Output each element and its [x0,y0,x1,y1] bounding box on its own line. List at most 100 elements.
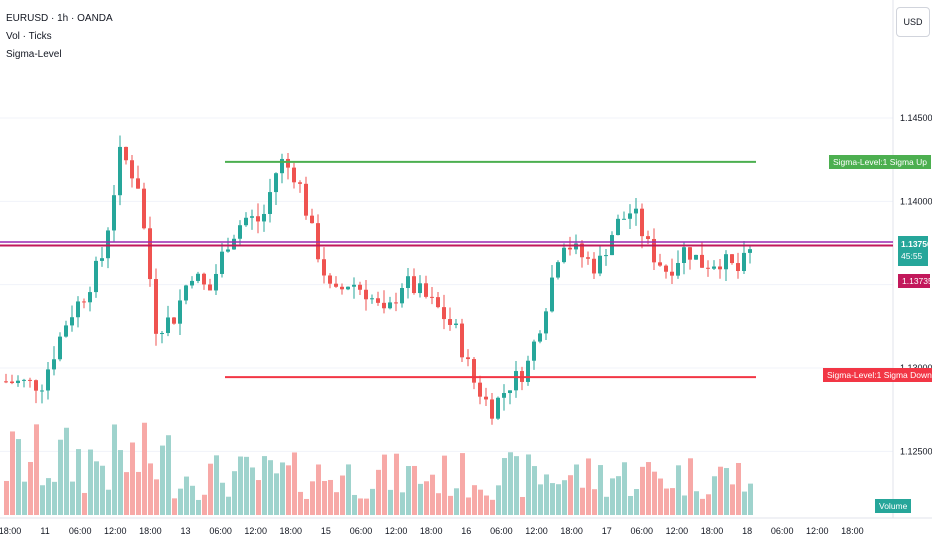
volume-bar [304,498,309,515]
candle-body [280,158,284,174]
volume-bar [238,456,243,515]
candle-body [124,146,128,161]
volume-bar [622,462,627,515]
candle-body [388,302,392,309]
candle-body [244,217,248,226]
volume-indicator-label[interactable]: Vol · Ticks [6,31,52,42]
candle-body [430,296,434,298]
volume-bar [370,488,375,515]
candle-body [496,397,500,419]
volume-bar [580,487,585,515]
volume-bar [154,479,159,515]
volume-bar [682,495,687,515]
candle-body [322,259,326,276]
volume-bar [88,449,93,515]
volume-bar [310,481,315,515]
symbol-title[interactable]: EURUSD · 1h · OANDA [6,13,113,24]
volume-bar [316,464,321,515]
currency-button[interactable]: USD [896,7,930,37]
candle-body [358,284,362,290]
candle-body [334,283,338,287]
candle-body [580,243,584,258]
candle-body [508,390,512,394]
volume-bar [70,481,75,515]
time-tick-label: 17 [602,526,612,536]
volume-bar [298,491,303,515]
candle-body [628,213,632,219]
candle-body [562,247,566,263]
time-tick-label: 18:00 [420,526,443,536]
volume-bar [352,494,357,515]
volume-bar [592,489,597,515]
volume-bar [220,482,225,515]
volume-bar [502,458,507,515]
volume-bar [280,462,285,515]
volume-bar [136,471,141,515]
secondary-price-badge: 1.13735 [898,274,932,288]
candle-body [58,336,62,360]
candle-body [64,325,68,337]
volume-bar [724,468,729,515]
volume-bar [676,465,681,515]
volume-bar [562,480,567,515]
time-tick-label: 16 [461,526,471,536]
candle-body [154,279,158,334]
time-tick-label: 12:00 [666,526,689,536]
volume-bar [424,481,429,515]
candle-body [454,323,458,325]
candle-body [730,254,734,264]
candle-body [370,298,374,300]
volume-bar [148,463,153,515]
candle-body [694,254,698,260]
volume-bar [262,456,267,515]
volume-bar [106,489,111,515]
volume-bar [670,488,675,515]
volume-bar [250,467,255,515]
candle-body [634,208,638,214]
time-tick-label: 13 [180,526,190,536]
volume-bar [718,466,723,515]
volume-bar [466,497,471,515]
candle-body [250,216,254,218]
candle-body [298,182,302,184]
volume-bar [640,466,645,515]
volume-bar [328,479,333,515]
candle-body [232,238,236,250]
volume-bar [28,461,33,515]
candle-body [178,300,182,324]
candle-body [142,188,146,229]
candle-body [502,393,506,398]
candle-body [214,273,218,291]
price-tick-label: 1.14000 [900,196,932,206]
time-tick-label: 15 [321,526,331,536]
volume-bar [100,465,105,515]
candle-body [688,247,692,260]
sigma-indicator-label[interactable]: Sigma-Level [6,49,62,60]
candle-body [208,284,212,291]
candle-body [748,249,752,253]
candle-body [544,311,548,334]
volume-bar [178,488,183,515]
candle-body [700,254,704,268]
candle-body [76,301,80,318]
volume-bar [742,491,747,515]
volume-bar [658,478,663,515]
candle-body [238,225,242,239]
current-price-badge: 1.13756 45:55 [898,236,932,266]
candle-body [592,258,596,274]
volume-bar [244,456,249,515]
candle-body [190,280,194,286]
candle-body [52,359,56,370]
candle-body [106,230,110,259]
candle-body [82,301,86,303]
volume-bar [688,458,693,515]
candle-body [70,317,74,326]
candle-body [670,271,674,276]
candle-body [532,341,536,361]
candle-body [556,262,560,278]
volume-bar [628,495,633,515]
candle-body [202,273,206,285]
candle-body [742,252,746,272]
